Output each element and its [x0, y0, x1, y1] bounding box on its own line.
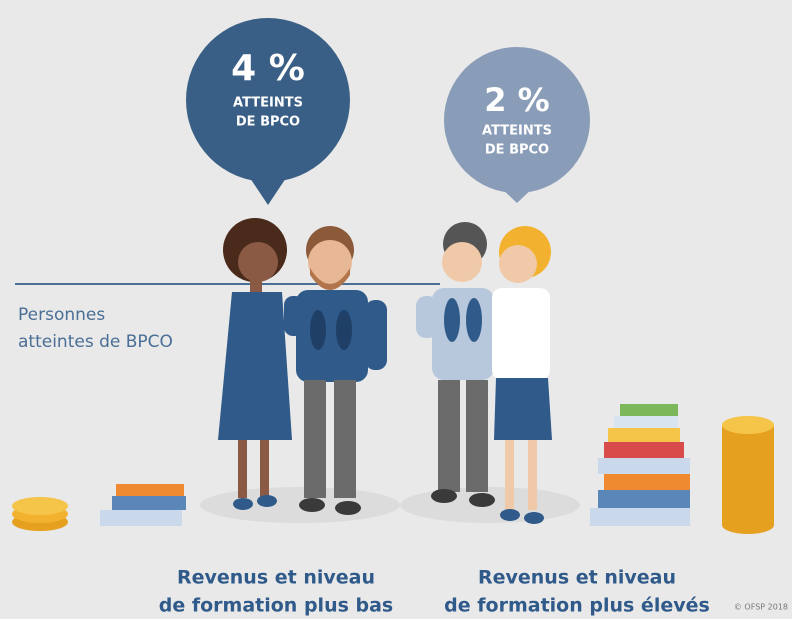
group-label: de formation plus bas [159, 595, 394, 617]
credit: © OFSP 2018 [734, 603, 788, 612]
right-bubble: 2 % ATTEINTS DE BPCO [444, 47, 590, 203]
group-label: Revenus et niveau [177, 567, 375, 589]
percent: 4 % [231, 48, 305, 89]
left-bubble: 4 % ATTEINTS DE BPCO [186, 18, 350, 205]
caption: ATTEINTS [482, 124, 552, 139]
caption: DE BPCO [485, 143, 549, 158]
person [284, 226, 387, 515]
person [218, 218, 292, 510]
books [590, 404, 690, 526]
coins [12, 497, 68, 531]
coins [722, 416, 774, 534]
group-label: de formation plus élevés [444, 595, 710, 617]
person [492, 226, 552, 524]
group-label: Revenus et niveau [478, 567, 676, 589]
caption: DE BPCO [236, 115, 300, 130]
legend-text: atteintes de BPCO [18, 332, 173, 352]
legend-text: Personnes [18, 305, 105, 325]
books [100, 484, 186, 526]
caption: ATTEINTS [233, 96, 303, 111]
percent: 2 % [484, 81, 549, 119]
person [416, 222, 495, 507]
